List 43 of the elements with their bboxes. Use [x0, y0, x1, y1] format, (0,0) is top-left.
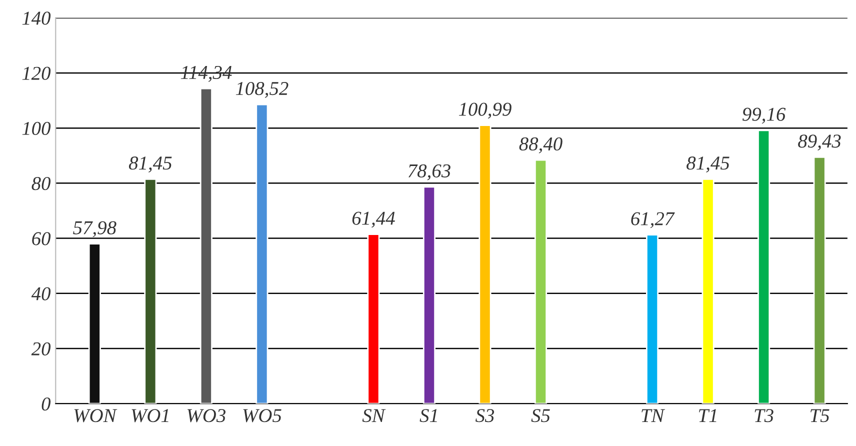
data-label: 99,16 — [742, 108, 786, 124]
x-tick-label: T3 — [754, 409, 774, 422]
y-tick-label: 60 — [32, 232, 51, 246]
bar — [758, 130, 770, 404]
data-label: 61,27 — [631, 212, 675, 228]
y-tick-label: 40 — [31, 287, 51, 300]
x-tick-label: T1 — [699, 409, 716, 422]
bar — [200, 88, 212, 404]
y-tick-label: 0 — [42, 397, 51, 411]
data-label: 57,98 — [73, 221, 116, 238]
y-tick-label: 140 — [22, 12, 51, 25]
y-tick-label: 20 — [31, 342, 51, 356]
bar — [256, 104, 268, 404]
y-tick-label: 80 — [32, 176, 51, 190]
x-tick-label: S1 — [420, 409, 437, 422]
x-tick-label: WO5 — [243, 409, 282, 422]
bar — [478, 124, 492, 404]
y-tick-label: 120 — [22, 66, 51, 80]
x-tick-label: WON — [74, 409, 118, 422]
data-label: 61,44 — [352, 212, 395, 228]
x-tick-label: S3 — [476, 409, 494, 422]
bar — [367, 234, 380, 404]
data-label: 100,99 — [458, 102, 512, 119]
data-label: 78,63 — [408, 164, 450, 180]
x-tick-label: S5 — [531, 409, 550, 422]
bar — [88, 243, 101, 404]
data-label: 89,43 — [798, 134, 841, 150]
x-tick-label: TN — [642, 409, 666, 422]
bar — [534, 159, 548, 404]
x-tick-label: WO1 — [132, 409, 168, 422]
bar — [144, 178, 157, 404]
data-label: 108,52 — [236, 82, 288, 98]
x-tick-label: T5 — [810, 409, 830, 422]
x-tick-label: SN — [362, 409, 386, 422]
data-label: 88,40 — [519, 137, 562, 154]
x-tick-label: WO3 — [187, 409, 226, 422]
bar — [422, 186, 436, 404]
y-tick-label: 100 — [22, 122, 51, 136]
bar — [646, 234, 659, 404]
bar — [813, 156, 826, 404]
data-label: 81,45 — [128, 156, 172, 172]
bar — [702, 178, 714, 404]
data-label: 81,45 — [686, 156, 730, 172]
